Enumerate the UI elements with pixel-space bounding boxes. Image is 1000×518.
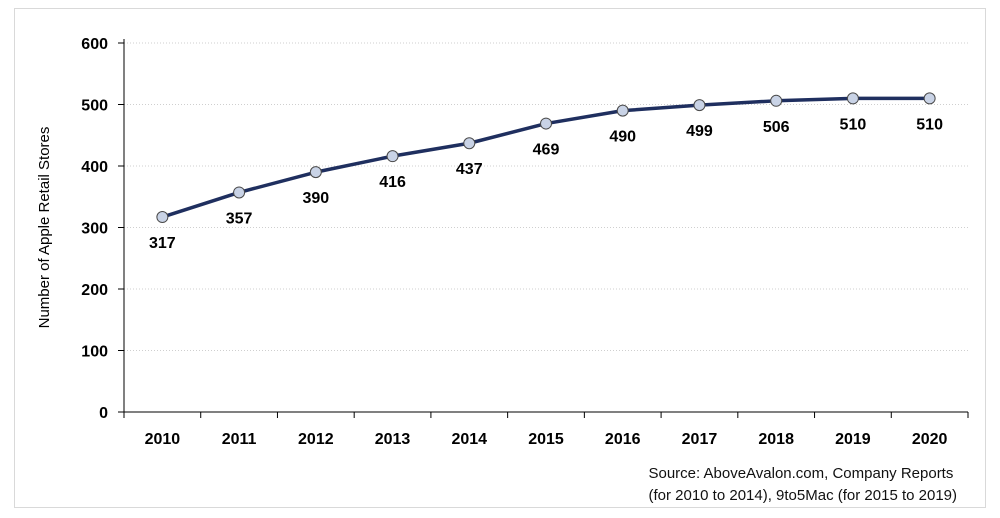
x-tick-label-2020: 2020 (912, 431, 948, 448)
data-point-2012 (309, 166, 322, 179)
data-point-2020 (923, 92, 936, 105)
y-tick-label-200: 200 (81, 282, 108, 299)
x-tick-label-2012: 2012 (298, 431, 334, 448)
data-point-2016 (616, 104, 629, 117)
x-tick-label-2019: 2019 (835, 431, 871, 448)
data-label-2017: 499 (686, 123, 713, 140)
source-line-2: (for 2010 to 2014), 9to5Mac (for 2015 to… (648, 487, 957, 504)
line-chart: 0 100 200 300 400 500 600 2010 2011 2012 2013 2014 2… (36, 36, 969, 448)
data-point-2010 (156, 211, 169, 224)
data-label-2010: 317 (149, 235, 176, 252)
data-label-2016: 490 (609, 129, 636, 146)
y-tick-label-100: 100 (81, 344, 108, 361)
data-point-2011 (233, 186, 246, 199)
data-point-2017 (693, 99, 706, 112)
x-tick-label-2018: 2018 (758, 431, 794, 448)
data-label-2019: 510 (840, 116, 867, 133)
x-tick-label-2017: 2017 (682, 431, 718, 448)
y-tick-label-600: 600 (81, 36, 108, 53)
data-label-2015: 469 (533, 142, 560, 159)
y-axis-title: Number of Apple Retail Stores (36, 127, 53, 329)
y-tick-label-300: 300 (81, 221, 108, 238)
data-point-2014 (463, 137, 476, 150)
x-tick-label-2016: 2016 (605, 431, 641, 448)
y-tick-label-400: 400 (81, 159, 108, 176)
data-point-2015 (540, 117, 552, 130)
data-label-2020: 510 (916, 116, 943, 133)
data-label-2014: 437 (456, 161, 483, 178)
data-label-2018: 506 (763, 119, 790, 136)
x-tick-label-2011: 2011 (222, 431, 257, 448)
data-label-2011: 357 (226, 210, 253, 227)
source-note: Source: AboveAvalon.com, Company Reports… (648, 463, 957, 507)
data-point-2013 (386, 150, 399, 163)
chart-frame: 0 100 200 300 400 500 600 2010 2011 2012 2013 2014 2… (14, 8, 986, 508)
x-tick-label-2015: 2015 (528, 431, 564, 448)
data-point-2019 (846, 92, 859, 105)
y-tick-label-500: 500 (81, 98, 108, 115)
x-tick-label-2014: 2014 (451, 431, 487, 448)
data-label-2012: 390 (302, 190, 329, 207)
x-tick-label-2010: 2010 (145, 431, 181, 448)
y-tick-label-0: 0 (99, 405, 108, 422)
x-tick-label-2013: 2013 (375, 431, 411, 448)
data-label-2013: 416 (379, 174, 406, 191)
data-point-2018 (770, 94, 783, 107)
source-line-1: Source: AboveAvalon.com, Company Reports (648, 465, 954, 482)
